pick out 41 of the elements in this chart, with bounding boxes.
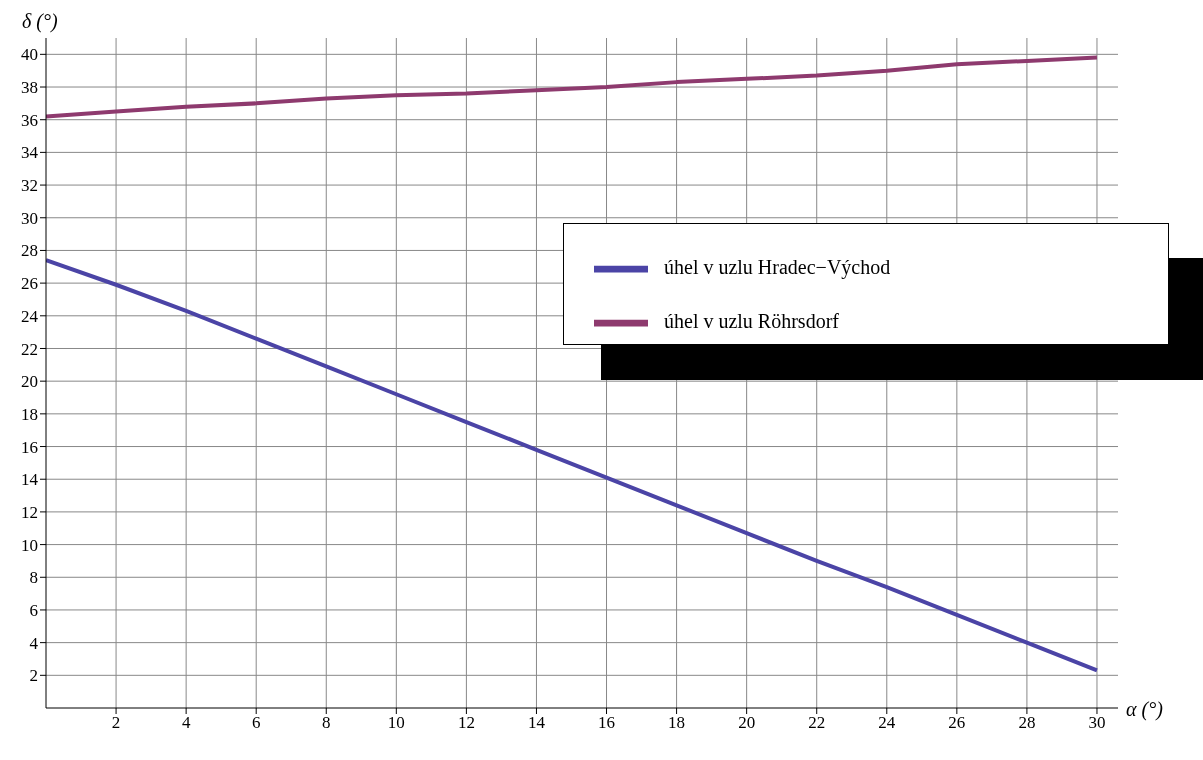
x-tick-label: 4 bbox=[181, 713, 191, 733]
x-tick-label: 10 bbox=[387, 713, 405, 733]
x-tick-label: 6 bbox=[251, 713, 261, 733]
y-tick-label: 2 bbox=[29, 666, 38, 686]
x-tick-label: 30 bbox=[1088, 713, 1106, 733]
legend-label: úhel v uzlu Hradec−Východ bbox=[664, 255, 891, 278]
y-tick-label: 30 bbox=[21, 208, 38, 228]
y-tick-label: 14 bbox=[21, 470, 39, 490]
y-tick-label: 8 bbox=[29, 568, 38, 588]
x-axis-title: α (°) bbox=[1126, 698, 1163, 721]
legend-label: úhel v uzlu Röhrsdorf bbox=[664, 309, 839, 332]
x-tick-label: 22 bbox=[808, 713, 826, 733]
x-tick-label: 26 bbox=[948, 713, 966, 733]
line-series bbox=[46, 258, 1099, 673]
x-tick-label: 20 bbox=[738, 713, 756, 733]
y-tick-label: 28 bbox=[21, 241, 38, 261]
y-tick-label: 10 bbox=[21, 535, 38, 555]
x-tick-label: 8 bbox=[322, 713, 331, 733]
x-tick-label: 16 bbox=[598, 713, 616, 733]
x-tick-label: 12 bbox=[457, 713, 475, 733]
y-tick-label: 4 bbox=[29, 633, 39, 653]
x-tick-label: 2 bbox=[111, 713, 121, 733]
y-tick-label: 38 bbox=[21, 78, 38, 98]
y-tick-label: 34 bbox=[21, 143, 39, 163]
y-tick-label: 18 bbox=[21, 404, 38, 424]
y-axis-title: δ (°) bbox=[22, 10, 58, 33]
x-tick-label: 24 bbox=[878, 713, 896, 733]
y-tick-label: 40 bbox=[21, 45, 38, 65]
x-tick-label: 28 bbox=[1018, 713, 1036, 733]
y-tick-label: 20 bbox=[21, 372, 38, 392]
y-tick-label: 16 bbox=[21, 437, 38, 457]
y-tick-label: 6 bbox=[29, 600, 38, 620]
y-tick-label: 32 bbox=[21, 176, 38, 196]
line-series bbox=[46, 55, 1099, 119]
y-tick-label: 36 bbox=[21, 110, 38, 130]
y-tick-label: 26 bbox=[21, 274, 38, 294]
x-tick-label: 14 bbox=[527, 713, 546, 733]
y-tick-label: 12 bbox=[21, 502, 38, 522]
y-tick-label: 22 bbox=[21, 339, 38, 359]
x-tick-label: 18 bbox=[668, 713, 686, 733]
y-tick-label: 24 bbox=[21, 306, 39, 326]
